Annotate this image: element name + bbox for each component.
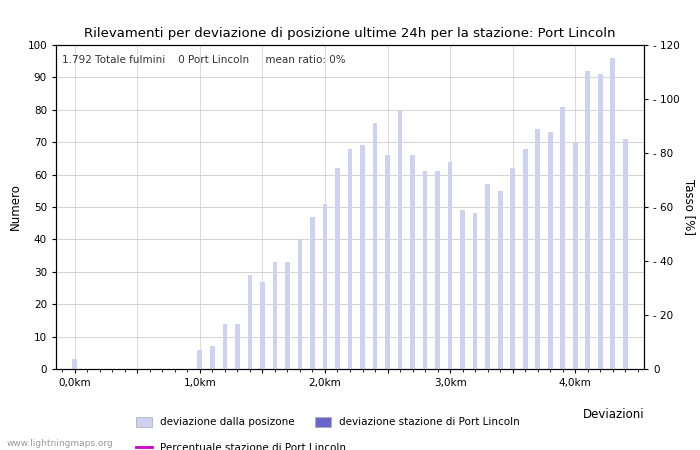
Bar xyxy=(485,184,490,369)
Text: Deviazioni: Deviazioni xyxy=(582,408,644,421)
Bar xyxy=(260,282,265,369)
Legend: Percentuale stazione di Port Lincoln: Percentuale stazione di Port Lincoln xyxy=(132,439,350,450)
Bar xyxy=(223,324,228,369)
Bar xyxy=(210,346,215,369)
Bar xyxy=(473,213,477,369)
Text: www.lightningmaps.org: www.lightningmaps.org xyxy=(7,439,113,448)
Bar xyxy=(398,110,402,369)
Bar xyxy=(560,107,565,369)
Bar xyxy=(523,148,528,369)
Bar xyxy=(536,129,540,369)
Bar xyxy=(448,162,452,369)
Bar xyxy=(72,359,77,369)
Bar xyxy=(410,155,415,369)
Bar xyxy=(248,275,252,369)
Bar xyxy=(197,350,202,369)
Y-axis label: Numero: Numero xyxy=(9,184,22,230)
Bar xyxy=(348,148,352,369)
Bar xyxy=(310,217,315,369)
Bar xyxy=(510,168,515,369)
Bar xyxy=(298,239,302,369)
Bar xyxy=(610,58,615,369)
Bar xyxy=(573,142,577,369)
Bar xyxy=(323,204,328,369)
Bar xyxy=(460,210,465,369)
Text: 1.792 Totale fulmini    0 Port Lincoln     mean ratio: 0%: 1.792 Totale fulmini 0 Port Lincoln mean… xyxy=(62,55,346,65)
Bar xyxy=(385,155,390,369)
Bar xyxy=(372,123,377,369)
Bar xyxy=(623,139,628,369)
Bar xyxy=(435,171,440,369)
Bar xyxy=(335,168,340,369)
Bar xyxy=(360,145,365,369)
Bar xyxy=(598,74,603,369)
Title: Rilevamenti per deviazione di posizione ultime 24h per la stazione: Port Lincoln: Rilevamenti per deviazione di posizione … xyxy=(84,27,616,40)
Bar xyxy=(423,171,428,369)
Bar xyxy=(285,262,290,369)
Y-axis label: Tasso [%]: Tasso [%] xyxy=(683,179,696,235)
Bar xyxy=(235,324,240,369)
Bar xyxy=(548,132,552,369)
Bar xyxy=(498,191,503,369)
Bar xyxy=(585,71,590,369)
Bar xyxy=(272,262,277,369)
